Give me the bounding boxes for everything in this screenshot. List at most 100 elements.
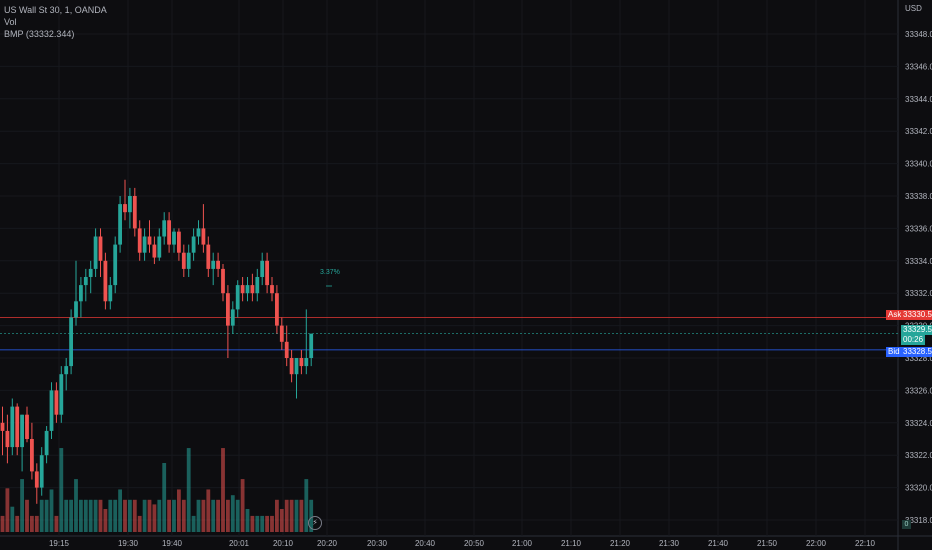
volume-bar <box>69 499 73 532</box>
candle-body <box>196 228 201 237</box>
volume-bar <box>128 499 132 532</box>
lightning-icon[interactable]: ⚡ <box>308 516 322 530</box>
volume-bar <box>5 488 10 532</box>
candle-body <box>230 309 235 326</box>
x-tick-label: 20:30 <box>367 539 388 548</box>
volume-bar <box>10 506 15 532</box>
volume-bar <box>30 515 34 532</box>
candle-body <box>265 260 269 286</box>
candle-body <box>0 422 5 431</box>
candle-body <box>157 236 162 258</box>
volume-bar <box>25 499 29 532</box>
scale-button[interactable]: 0 <box>902 520 911 529</box>
volume-bar <box>206 489 211 532</box>
currency-label[interactable]: USD <box>905 4 922 13</box>
candle-body <box>69 317 73 367</box>
indicator-legend[interactable]: BMP (33332.344) <box>4 29 75 39</box>
volume-bar <box>142 499 147 532</box>
volume-bar <box>196 499 201 532</box>
last-price-tag: 33329.5 <box>901 325 932 335</box>
volume-bar <box>181 499 186 532</box>
candle-body <box>103 260 108 302</box>
candle-body <box>186 252 191 269</box>
x-tick-label: 21:00 <box>512 539 533 548</box>
volume-bar <box>177 489 181 532</box>
candle-body <box>123 204 127 213</box>
candle-body <box>64 366 69 375</box>
x-tick-label: 22:10 <box>855 539 876 548</box>
x-tick-label: 20:01 <box>229 539 250 548</box>
candle-body <box>39 455 44 488</box>
candle-body <box>226 293 230 326</box>
candle-body <box>270 285 274 294</box>
candle-body <box>118 204 122 245</box>
volume-bar <box>275 499 279 532</box>
ask-price-tag: 33330.5 <box>901 310 932 320</box>
volume-bar <box>172 499 176 532</box>
x-tick-label: 19:40 <box>162 539 183 548</box>
candle-body <box>98 236 103 261</box>
candle-body <box>59 374 64 415</box>
x-tick-label: 20:50 <box>464 539 485 548</box>
candle-body <box>294 358 299 375</box>
candle-body <box>191 236 196 253</box>
volume-bar <box>294 499 299 532</box>
x-tick-label: 21:30 <box>659 539 680 548</box>
y-tick-label: 33348.0 <box>905 30 932 39</box>
candle-body <box>304 358 309 367</box>
volume-bar <box>74 479 78 532</box>
volume-bar <box>137 515 142 532</box>
candle-body <box>275 293 279 326</box>
candle-body <box>10 406 15 448</box>
volume-bar <box>245 509 250 532</box>
candle-body <box>79 285 83 302</box>
candle-body <box>152 244 157 258</box>
volume-bar <box>270 515 274 532</box>
candle-body <box>206 244 211 269</box>
candle-body <box>250 285 255 294</box>
volume-bar <box>284 499 289 532</box>
y-tick-label: 33334.0 <box>905 257 932 266</box>
y-tick-label: 33326.0 <box>905 386 932 395</box>
volume-bar <box>260 515 265 532</box>
y-tick-label: 33328.0 <box>905 354 932 363</box>
volume-bar <box>39 499 44 532</box>
volume-bar <box>54 515 59 532</box>
candle-body <box>108 285 113 302</box>
candle-body <box>25 414 29 439</box>
candle-body <box>20 414 24 448</box>
candle-body <box>211 260 216 269</box>
x-tick-label: 21:20 <box>610 539 631 548</box>
volume-bar <box>88 499 93 532</box>
candle-body <box>83 277 88 286</box>
volume-legend[interactable]: Vol <box>4 17 17 27</box>
volume-bar <box>221 448 225 532</box>
volume-bar <box>15 515 20 532</box>
x-tick-label: 20:10 <box>273 539 294 548</box>
candle-body <box>201 228 206 245</box>
candle-body <box>15 406 20 448</box>
candle-body <box>30 439 34 472</box>
candle-body <box>142 236 147 253</box>
volume-bar <box>83 499 88 532</box>
candle-body <box>128 196 132 213</box>
volume-bar <box>309 499 314 532</box>
candle-body <box>172 231 176 245</box>
volume-bar <box>230 495 235 532</box>
candle-body <box>74 301 78 318</box>
x-tick-label: 20:40 <box>415 539 436 548</box>
candle-body <box>54 390 59 415</box>
x-tick-label: 21:40 <box>708 539 729 548</box>
y-tick-label: 33332.0 <box>905 289 932 298</box>
y-tick-label: 33340.0 <box>905 160 932 169</box>
volume-bar <box>211 499 216 532</box>
ask-label: Ask <box>886 310 904 320</box>
volume-bar <box>235 499 240 532</box>
volume-bar <box>147 499 152 532</box>
symbol-title[interactable]: US Wall St 30, 1, OANDA <box>4 5 107 15</box>
volume-bar <box>113 499 118 532</box>
volume-bar <box>79 499 83 532</box>
candle-body <box>113 244 118 286</box>
y-tick-label: 33346.0 <box>905 62 932 71</box>
